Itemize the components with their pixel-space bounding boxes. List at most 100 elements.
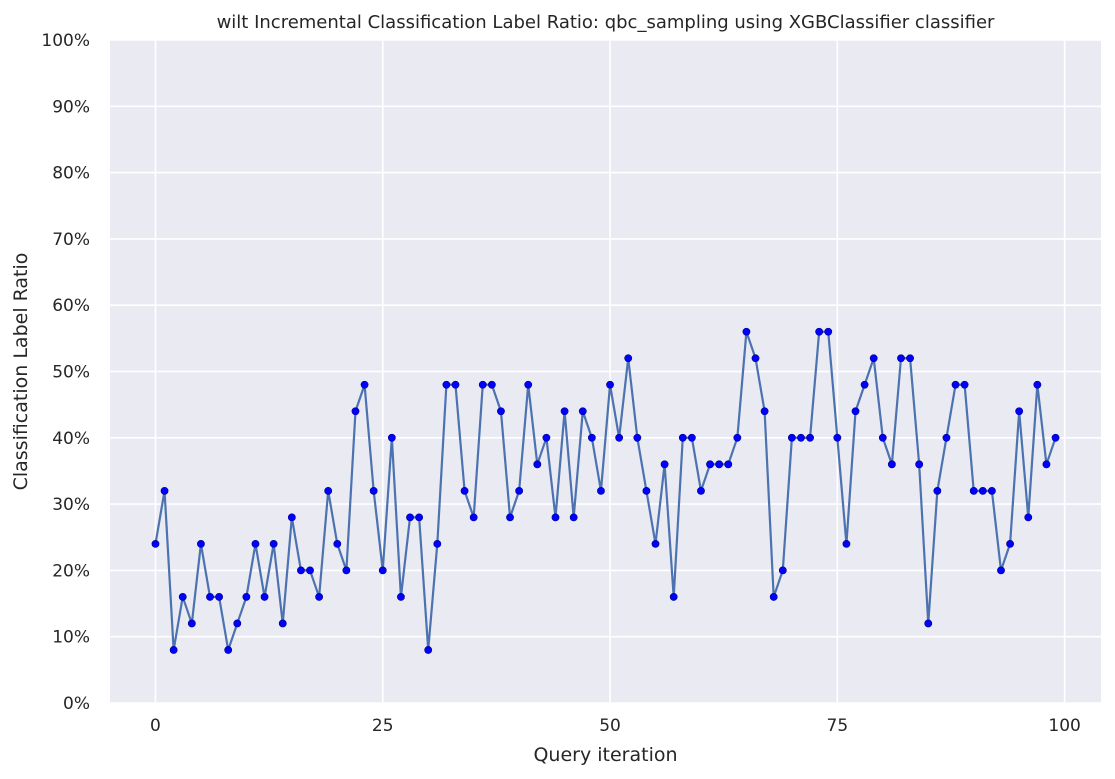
data-point bbox=[442, 380, 451, 389]
data-point bbox=[506, 513, 514, 522]
y-tick-label: 60% bbox=[52, 296, 90, 316]
data-point bbox=[942, 433, 951, 442]
data-point bbox=[160, 486, 169, 495]
data-point bbox=[206, 593, 214, 601]
data-point bbox=[924, 619, 933, 628]
y-tick-label: 80% bbox=[52, 164, 90, 184]
data-point bbox=[269, 539, 278, 548]
x-tick-label: 50 bbox=[599, 716, 621, 736]
data-point bbox=[697, 486, 705, 495]
data-point bbox=[178, 593, 187, 601]
data-point bbox=[906, 354, 914, 363]
data-point bbox=[433, 539, 442, 548]
data-point bbox=[469, 513, 478, 522]
y-axis-label: Classification Label Ratio bbox=[10, 253, 32, 491]
data-point bbox=[278, 619, 287, 628]
data-point bbox=[578, 407, 587, 416]
data-point bbox=[951, 380, 960, 389]
data-point bbox=[1015, 407, 1024, 416]
data-point bbox=[287, 513, 296, 522]
data-point bbox=[769, 593, 778, 601]
data-point bbox=[297, 566, 305, 575]
data-point bbox=[315, 593, 324, 601]
y-tick-label: 30% bbox=[52, 495, 90, 515]
data-point bbox=[460, 486, 469, 495]
data-point bbox=[1033, 380, 1042, 389]
data-point bbox=[706, 460, 714, 469]
series-line bbox=[154, 330, 1057, 652]
data-point bbox=[351, 407, 360, 416]
data-point bbox=[687, 433, 696, 442]
data-point bbox=[869, 354, 878, 363]
data-point bbox=[724, 460, 733, 469]
data-point bbox=[787, 433, 796, 442]
y-axis-ticks: 0% 10% 20% 30% 40% 50% 60% 70% 80% 90% 100% bbox=[41, 31, 90, 714]
data-point bbox=[987, 486, 996, 495]
data-point bbox=[778, 566, 787, 575]
data-point bbox=[360, 380, 369, 389]
data-point bbox=[733, 433, 742, 442]
data-point bbox=[797, 433, 805, 442]
data-point bbox=[760, 407, 769, 416]
data-point bbox=[833, 433, 842, 442]
x-tick-label: 100 bbox=[1048, 716, 1080, 736]
y-tick-label: 90% bbox=[52, 97, 90, 117]
data-point bbox=[997, 566, 1005, 575]
data-point bbox=[806, 433, 814, 442]
data-point bbox=[306, 566, 314, 575]
data-point bbox=[151, 539, 160, 548]
data-point bbox=[969, 486, 978, 495]
data-point bbox=[887, 460, 896, 469]
series-group bbox=[151, 327, 1060, 654]
data-point bbox=[624, 354, 633, 363]
data-point bbox=[533, 460, 542, 469]
data-point bbox=[197, 539, 205, 548]
data-point bbox=[678, 433, 687, 442]
y-tick-label: 40% bbox=[52, 429, 90, 449]
data-point bbox=[251, 539, 260, 548]
data-point bbox=[824, 327, 833, 336]
data-point bbox=[242, 593, 251, 601]
y-tick-label: 50% bbox=[52, 363, 90, 383]
x-tick-label: 0 bbox=[150, 716, 161, 736]
data-point bbox=[324, 486, 333, 495]
data-point bbox=[1006, 539, 1014, 548]
data-point bbox=[606, 380, 614, 389]
y-tick-label: 20% bbox=[52, 561, 90, 581]
data-point bbox=[1042, 460, 1051, 469]
data-point bbox=[597, 486, 605, 495]
data-point bbox=[715, 460, 724, 469]
data-point bbox=[651, 539, 660, 548]
data-point bbox=[669, 593, 678, 601]
data-point bbox=[415, 513, 424, 522]
data-point bbox=[542, 433, 551, 442]
data-point bbox=[487, 380, 496, 389]
data-point bbox=[615, 433, 624, 442]
data-point bbox=[660, 460, 669, 469]
x-axis-label: Query iteration bbox=[533, 744, 677, 766]
data-point bbox=[478, 380, 487, 389]
chart-title: wilt Incremental Classification Label Ra… bbox=[217, 12, 995, 33]
data-point bbox=[451, 380, 460, 389]
data-point bbox=[406, 513, 414, 522]
data-point bbox=[960, 380, 969, 389]
data-point bbox=[497, 407, 505, 416]
data-point bbox=[978, 486, 987, 495]
data-point bbox=[860, 380, 869, 389]
data-point bbox=[524, 380, 533, 389]
data-point bbox=[642, 486, 651, 495]
data-point bbox=[215, 593, 224, 601]
data-point bbox=[424, 646, 433, 654]
data-point bbox=[515, 486, 524, 495]
data-point bbox=[878, 433, 887, 442]
data-point bbox=[915, 460, 924, 469]
data-point bbox=[587, 433, 596, 442]
x-tick-label: 75 bbox=[827, 716, 849, 736]
data-point bbox=[751, 354, 760, 363]
data-point bbox=[815, 327, 824, 336]
data-point bbox=[397, 593, 405, 601]
data-point bbox=[633, 433, 642, 442]
x-tick-label: 25 bbox=[372, 716, 394, 736]
data-point bbox=[369, 486, 378, 495]
